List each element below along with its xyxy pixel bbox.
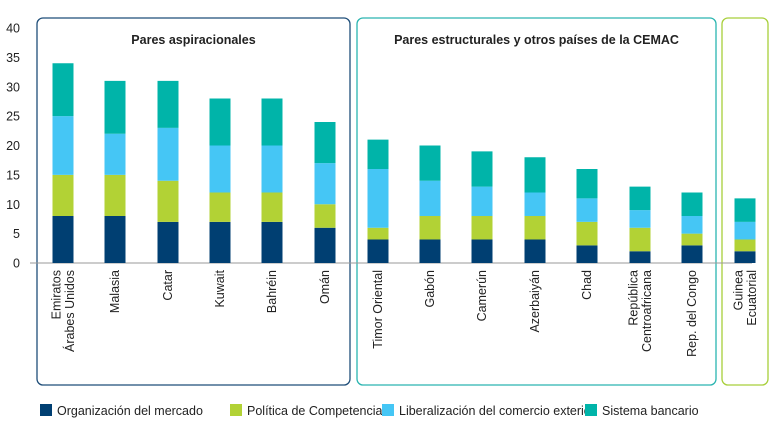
bar-segment (157, 80, 179, 128)
bar-segment (734, 198, 756, 222)
bar-segment (576, 169, 598, 199)
bar-segment (471, 216, 493, 240)
bar-segment (419, 180, 441, 216)
bar-segment (261, 221, 283, 263)
y-tick-label: 40 (6, 22, 20, 36)
y-tick-label: 20 (6, 139, 20, 153)
bar-segment (419, 239, 441, 263)
bar-segment (734, 239, 756, 252)
x-tick-label: República (626, 270, 640, 326)
x-tick-label: Centroafricana (640, 270, 654, 352)
bar-segment (576, 245, 598, 263)
x-tick-label: Timor Oriental (371, 270, 385, 349)
x-tick-label: Chad (580, 270, 594, 300)
group-box (721, 17, 769, 386)
legend-label: Sistema bancario (602, 404, 699, 418)
bar-segment (681, 245, 703, 263)
bar-segment (524, 157, 546, 193)
y-tick-label: 15 (6, 168, 20, 182)
bar-segment (367, 169, 389, 228)
bar-segment (629, 227, 651, 252)
bar-segment (681, 192, 703, 216)
bar-segment (367, 239, 389, 263)
bar-segment (681, 233, 703, 246)
bar-segment (576, 198, 598, 222)
bar-segment (524, 239, 546, 263)
bar-segment (734, 221, 756, 240)
bar-segment (104, 216, 126, 263)
bar-segment (367, 139, 389, 169)
bar-segment (681, 216, 703, 234)
bar-segment (419, 145, 441, 181)
bar-segment (52, 216, 74, 263)
y-tick-label: 5 (13, 227, 20, 241)
x-tick-label: Kuwait (213, 269, 227, 307)
bar-segment (52, 63, 74, 117)
x-tick-label: Rep. del Congo (685, 270, 699, 357)
y-tick-label: 30 (6, 80, 20, 94)
bar-segment (471, 239, 493, 263)
bar-segment (314, 204, 336, 228)
bar-segment (261, 145, 283, 193)
x-tick-label: Catar (161, 270, 175, 301)
x-tick-label: Árabes Unidos (62, 270, 77, 352)
bar-segment (209, 98, 231, 146)
legend-swatch (40, 404, 52, 416)
bar-segment (314, 163, 336, 205)
x-tick-label: Bahréin (265, 270, 279, 313)
bar-segment (209, 145, 231, 193)
y-tick-label: 35 (6, 51, 20, 65)
x-tick-label: Azerbaiyán (528, 270, 542, 333)
bar-segment (209, 221, 231, 263)
bar-segment (471, 151, 493, 187)
bar-segment (104, 174, 126, 216)
bar-segment (576, 221, 598, 246)
bar-segment (104, 133, 126, 175)
x-tick-label: Omán (318, 270, 332, 304)
bar-segment (261, 192, 283, 222)
legend-label: Organización del mercado (57, 404, 203, 418)
bar-segment (209, 192, 231, 222)
bar-segment (314, 227, 336, 263)
bar-segment (629, 251, 651, 263)
bar-segment (157, 127, 179, 181)
bar-segment (629, 186, 651, 211)
bar-segment (261, 98, 283, 146)
legend-swatch (230, 404, 242, 416)
bar-segment (471, 186, 493, 216)
x-tick-label: Malasia (108, 270, 122, 313)
bar-segment (104, 80, 126, 134)
x-tick-label: Ecuatorial (745, 270, 759, 326)
x-tick-label: Camerún (475, 270, 489, 321)
legend-label: Liberalización del comercio exterior (399, 404, 595, 418)
bar-segment (52, 116, 74, 175)
bar-segment (734, 251, 756, 263)
group-title: Pares aspiracionales (131, 33, 255, 47)
bar-segment (52, 174, 74, 216)
bar-segment (157, 221, 179, 263)
y-tick-label: 10 (6, 198, 20, 212)
bar-segment (419, 216, 441, 240)
group-box (36, 17, 351, 386)
y-tick-label: 0 (13, 257, 20, 271)
legend-label: Política de Competencia (247, 404, 383, 418)
legend-swatch (382, 404, 394, 416)
y-tick-label: 25 (6, 110, 20, 124)
x-tick-label: Emiratos (49, 270, 63, 319)
legend-swatch (585, 404, 597, 416)
bar-segment (314, 122, 336, 164)
bar-segment (629, 210, 651, 228)
group-title: Pares estructurales y otros países de la… (394, 33, 679, 47)
bar-segment (367, 227, 389, 240)
x-tick-label: Gabón (423, 270, 437, 308)
x-tick-label: Guinea (731, 270, 745, 310)
bar-segment (524, 216, 546, 240)
bar-segment (524, 192, 546, 216)
bar-segment (157, 180, 179, 222)
group-box (356, 17, 717, 386)
